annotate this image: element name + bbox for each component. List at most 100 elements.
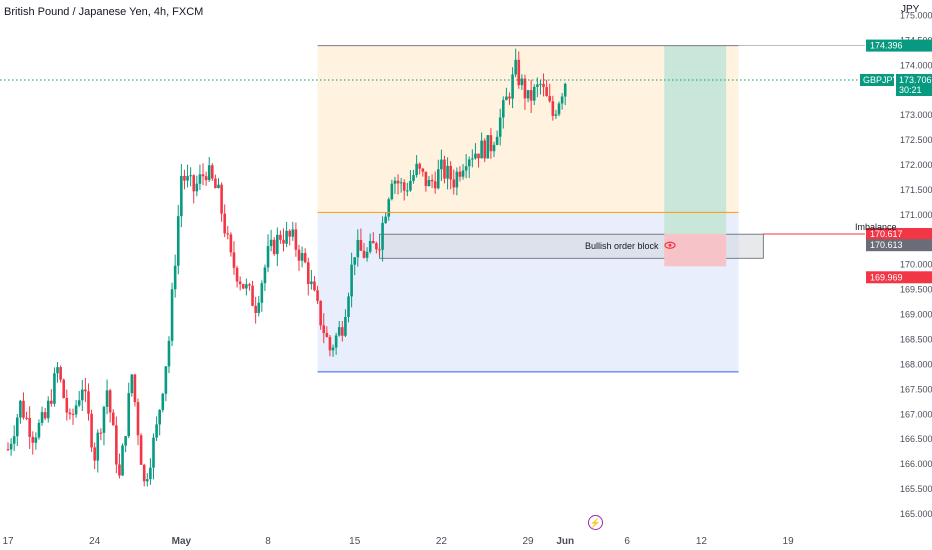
x-tick-label: Jun (556, 536, 574, 547)
candle-body (269, 239, 273, 247)
candle-body (378, 249, 381, 251)
candle-body (523, 78, 527, 99)
y-tick-label: 166.500 (900, 434, 932, 444)
candle-body (201, 174, 205, 177)
candle-body (12, 436, 16, 444)
y-tick-label: 168.000 (900, 359, 932, 369)
x-tick-label: 8 (265, 536, 271, 547)
y-tick-label: 169.000 (900, 310, 932, 320)
candle-body (25, 417, 28, 419)
candle-body (124, 436, 127, 446)
candle-body (6, 449, 10, 451)
candle-body (46, 400, 50, 419)
candle-body (22, 400, 25, 418)
candle-body (514, 59, 517, 75)
symbol-tag: GBPJPY (863, 75, 899, 85)
order-block-tag: 170.613 (870, 240, 903, 250)
x-tick-label: May (172, 536, 192, 547)
candle-body (192, 175, 196, 192)
candle-body (452, 179, 456, 188)
candle-body (229, 234, 233, 253)
candle-body (551, 101, 555, 116)
eye-icon[interactable] (664, 241, 676, 249)
candle-body (241, 284, 245, 289)
candle-body (489, 135, 493, 152)
candle-body (15, 417, 19, 437)
candle-body (198, 174, 202, 184)
candle-body (542, 83, 545, 88)
candle-body (161, 393, 165, 410)
candle-body (548, 96, 552, 102)
candle-body (19, 400, 22, 418)
y-tick-label: 165.000 (900, 509, 932, 519)
candle-body (28, 417, 31, 437)
candle-body (365, 251, 369, 258)
current-price-tag-bg (896, 73, 932, 96)
x-tick-label: 17 (2, 536, 14, 547)
candle-body (93, 447, 96, 461)
candle-body (393, 180, 397, 184)
candle-body (282, 239, 285, 244)
candle-body (207, 165, 211, 181)
candles-layer (6, 48, 567, 487)
candle-body (471, 158, 474, 160)
y-tick-label: 167.500 (900, 384, 932, 394)
candle-body (446, 165, 449, 179)
candle-body (245, 284, 248, 289)
lightning-bolt-icon[interactable]: ⚡ (588, 515, 603, 530)
candle-body (539, 83, 542, 85)
candle-body (347, 296, 350, 318)
candle-body (313, 281, 316, 291)
candle-body (529, 90, 533, 101)
candle-body (118, 464, 121, 476)
candle-body (59, 367, 62, 380)
candle-body (483, 140, 487, 159)
candle-body (480, 140, 483, 159)
candle-body (276, 234, 279, 255)
candle-body (464, 166, 468, 171)
candle-body (62, 379, 66, 398)
candle-body (50, 400, 53, 404)
candle-body (458, 171, 462, 177)
candle-body (337, 327, 341, 336)
candle-body (303, 253, 307, 263)
candle-body (368, 240, 372, 252)
candle-body (195, 183, 199, 192)
x-tick-label: 12 (696, 536, 708, 547)
x-tick-label: 24 (89, 536, 101, 547)
candle-body (387, 199, 391, 217)
candle-body (183, 175, 186, 181)
candle-body (53, 373, 56, 404)
candle-body (288, 230, 291, 237)
candle-body (130, 374, 134, 394)
y-tick-label: 169.500 (900, 285, 932, 295)
y-tick-label: 170.000 (900, 260, 932, 270)
candle-body (362, 250, 366, 258)
candle-body (430, 179, 434, 182)
candle-body (254, 305, 257, 313)
candle-body (285, 230, 288, 244)
candle-body (115, 425, 118, 465)
x-axis: 17 24 May 8 15 22 29 Jun 6 12 19 (2, 536, 794, 547)
candle-body (436, 169, 440, 189)
candle-body (427, 179, 431, 187)
candle-body (9, 443, 13, 450)
candle-body (180, 175, 183, 217)
candle-body (412, 175, 415, 181)
order-block-tag-bg (866, 239, 932, 252)
candle-body (65, 397, 69, 413)
candle-body (34, 437, 38, 443)
candle-body (310, 281, 313, 285)
high-level-tag-bg (866, 39, 932, 52)
candle-body (508, 96, 511, 99)
candle-body (279, 234, 282, 240)
y-tick-label: 171.500 (900, 185, 932, 195)
candle-body (532, 86, 536, 101)
current-price-tag: 173.706 (899, 75, 932, 85)
candle-body (217, 184, 220, 189)
candle-body (170, 289, 174, 341)
candle-body (421, 168, 425, 172)
high-level-tag: 174.396 (870, 41, 903, 51)
candle-body (105, 390, 109, 407)
